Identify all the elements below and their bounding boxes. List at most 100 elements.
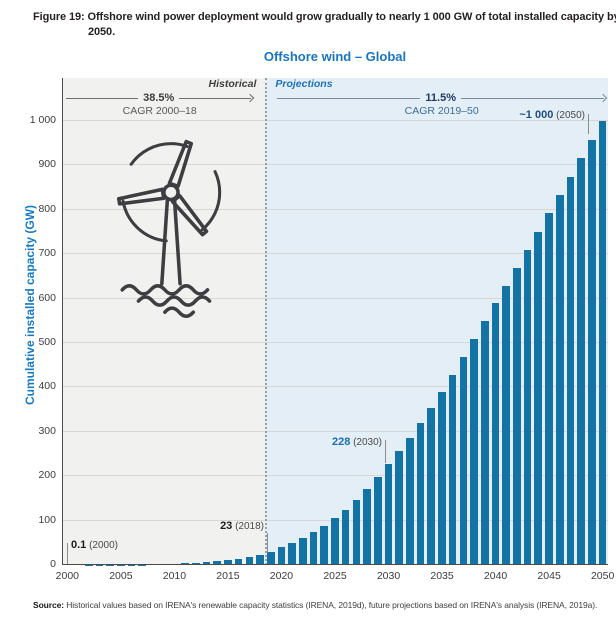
bar-2038	[470, 339, 478, 565]
source-label: Source:	[33, 600, 64, 610]
x-axis-tick-labels: 2000 2005 2010 2015 2020 2025 2030 2035 2040 2045…	[56, 570, 615, 584]
bar-slot-2042	[512, 78, 523, 565]
annotation-2018-value: 23	[220, 520, 233, 532]
right-arrow-icon	[598, 93, 608, 103]
bar-2048	[577, 157, 585, 565]
bar-slot-2034	[426, 78, 437, 565]
bar-2050	[598, 121, 607, 565]
bar-slot-2038	[469, 78, 480, 565]
annotation-2050-value: ~1 000	[519, 109, 554, 121]
gridline-700	[62, 253, 608, 255]
bar-slot-2031	[394, 78, 405, 565]
gridline-900	[62, 164, 608, 166]
y-tick-label-800: 800	[38, 202, 56, 215]
x-tick-label-2030: 2030	[376, 570, 401, 582]
bar-2026	[341, 509, 350, 565]
cagr-historical-line-right	[179, 97, 252, 99]
bar-2043	[523, 249, 532, 565]
bar-slot-2043	[522, 78, 533, 565]
annotation-2018: 23 (2018)	[220, 520, 264, 532]
x-axis-line	[62, 564, 608, 565]
bar-slot-2030	[383, 78, 394, 565]
bar-slot-2023	[308, 78, 319, 565]
bar-slot-2019	[265, 78, 276, 565]
cagr-projection-label: CAGR 2019–50	[404, 105, 479, 117]
bar-slot-2033	[415, 78, 426, 565]
gridline-600	[62, 297, 608, 299]
bar-2023	[309, 532, 318, 565]
bar-slot-2047	[565, 78, 576, 565]
annotation-2018-leader-line	[267, 533, 268, 553]
bar-slot-2025	[330, 78, 341, 565]
y-tick-label-900: 900	[38, 158, 56, 171]
bar-2013	[202, 561, 211, 565]
bar-2044	[534, 231, 543, 565]
x-tick-label-2035: 2035	[430, 570, 454, 582]
bar-2022	[299, 537, 307, 565]
x-tick-label-2050: 2050	[590, 570, 615, 582]
bar-slot-2016	[233, 78, 244, 565]
bar-2040	[491, 303, 500, 565]
bar-2017	[245, 556, 254, 565]
bar-slot-2050	[597, 78, 608, 565]
cagr-projection-group: 11.5% CAGR 2019–50	[277, 92, 608, 117]
gridline-300	[62, 430, 608, 432]
bar-slot-2013	[201, 78, 212, 565]
bar-slot-2028	[362, 78, 373, 565]
annotation-2030: 228 (2030)	[332, 436, 382, 448]
bar-2033	[416, 423, 425, 565]
bar-2032	[406, 437, 414, 565]
cagr-historical-label: CAGR 2000–18	[122, 105, 197, 117]
bar-2012	[191, 562, 200, 565]
annotation-2000-leader-line	[67, 543, 68, 564]
bar-slot-2024	[319, 78, 330, 565]
x-tick-label-2040: 2040	[483, 570, 508, 582]
annotation-2050-leader-line	[588, 114, 589, 134]
y-tick-label-500: 500	[38, 336, 56, 348]
bar-2016	[234, 558, 243, 565]
bar-2039	[480, 321, 489, 565]
bar-2020	[277, 547, 286, 565]
y-tick-label-200: 200	[38, 469, 56, 482]
y-tick-label-0: 0	[50, 558, 56, 570]
bar-2049	[588, 139, 596, 565]
bar-2028	[363, 489, 371, 565]
bar-slot-2048	[576, 78, 587, 565]
bar-2041	[502, 285, 510, 565]
gridline-200	[62, 475, 608, 477]
x-tick-label-2005: 2005	[109, 570, 133, 582]
bar-2015	[224, 559, 232, 565]
bar-slot-2035	[437, 78, 448, 565]
x-tick-label-2010: 2010	[162, 570, 187, 582]
x-tick-label-2015: 2015	[216, 570, 240, 582]
bar-slot-2017	[244, 78, 255, 565]
gridline-800	[62, 208, 608, 210]
annotation-2000-year: (2000)	[89, 540, 118, 551]
source-note: Source: Historical values based on IRENA…	[33, 600, 608, 610]
bar-slot-2037	[458, 78, 469, 565]
annotation-2030-leader-line	[385, 440, 386, 463]
bar-slot-2027	[351, 78, 362, 565]
gridline-1000	[62, 120, 608, 121]
y-tick-label-300: 300	[38, 424, 56, 437]
bar-2018	[256, 554, 264, 565]
cagr-projection-percent: 11.5%	[425, 92, 456, 104]
offshore-wind-turbine-icon	[116, 139, 222, 319]
bar-slot-2021	[287, 78, 298, 565]
x-tick-label-2020: 2020	[269, 570, 294, 582]
cagr-historical-group: 38.5% CAGR 2000–18	[66, 92, 255, 117]
figure-caption-text: Offshore wind power deployment would gro…	[84, 11, 616, 38]
bar-slot-2020	[276, 78, 287, 565]
source-text: Historical values based on IRENA's renew…	[63, 600, 598, 610]
chart-title: Offshore wind – Global	[263, 49, 407, 64]
bar-2030	[384, 463, 393, 565]
bar-2027	[352, 500, 361, 565]
bar-slot-2036	[447, 78, 458, 565]
historical-region-background	[62, 78, 266, 565]
bar-slot-2022	[297, 78, 308, 565]
bar-slot-2045	[544, 78, 555, 565]
bar-slot-2001	[73, 78, 84, 565]
annotation-2030-value: 228	[331, 436, 351, 448]
bar-2045	[545, 213, 553, 565]
